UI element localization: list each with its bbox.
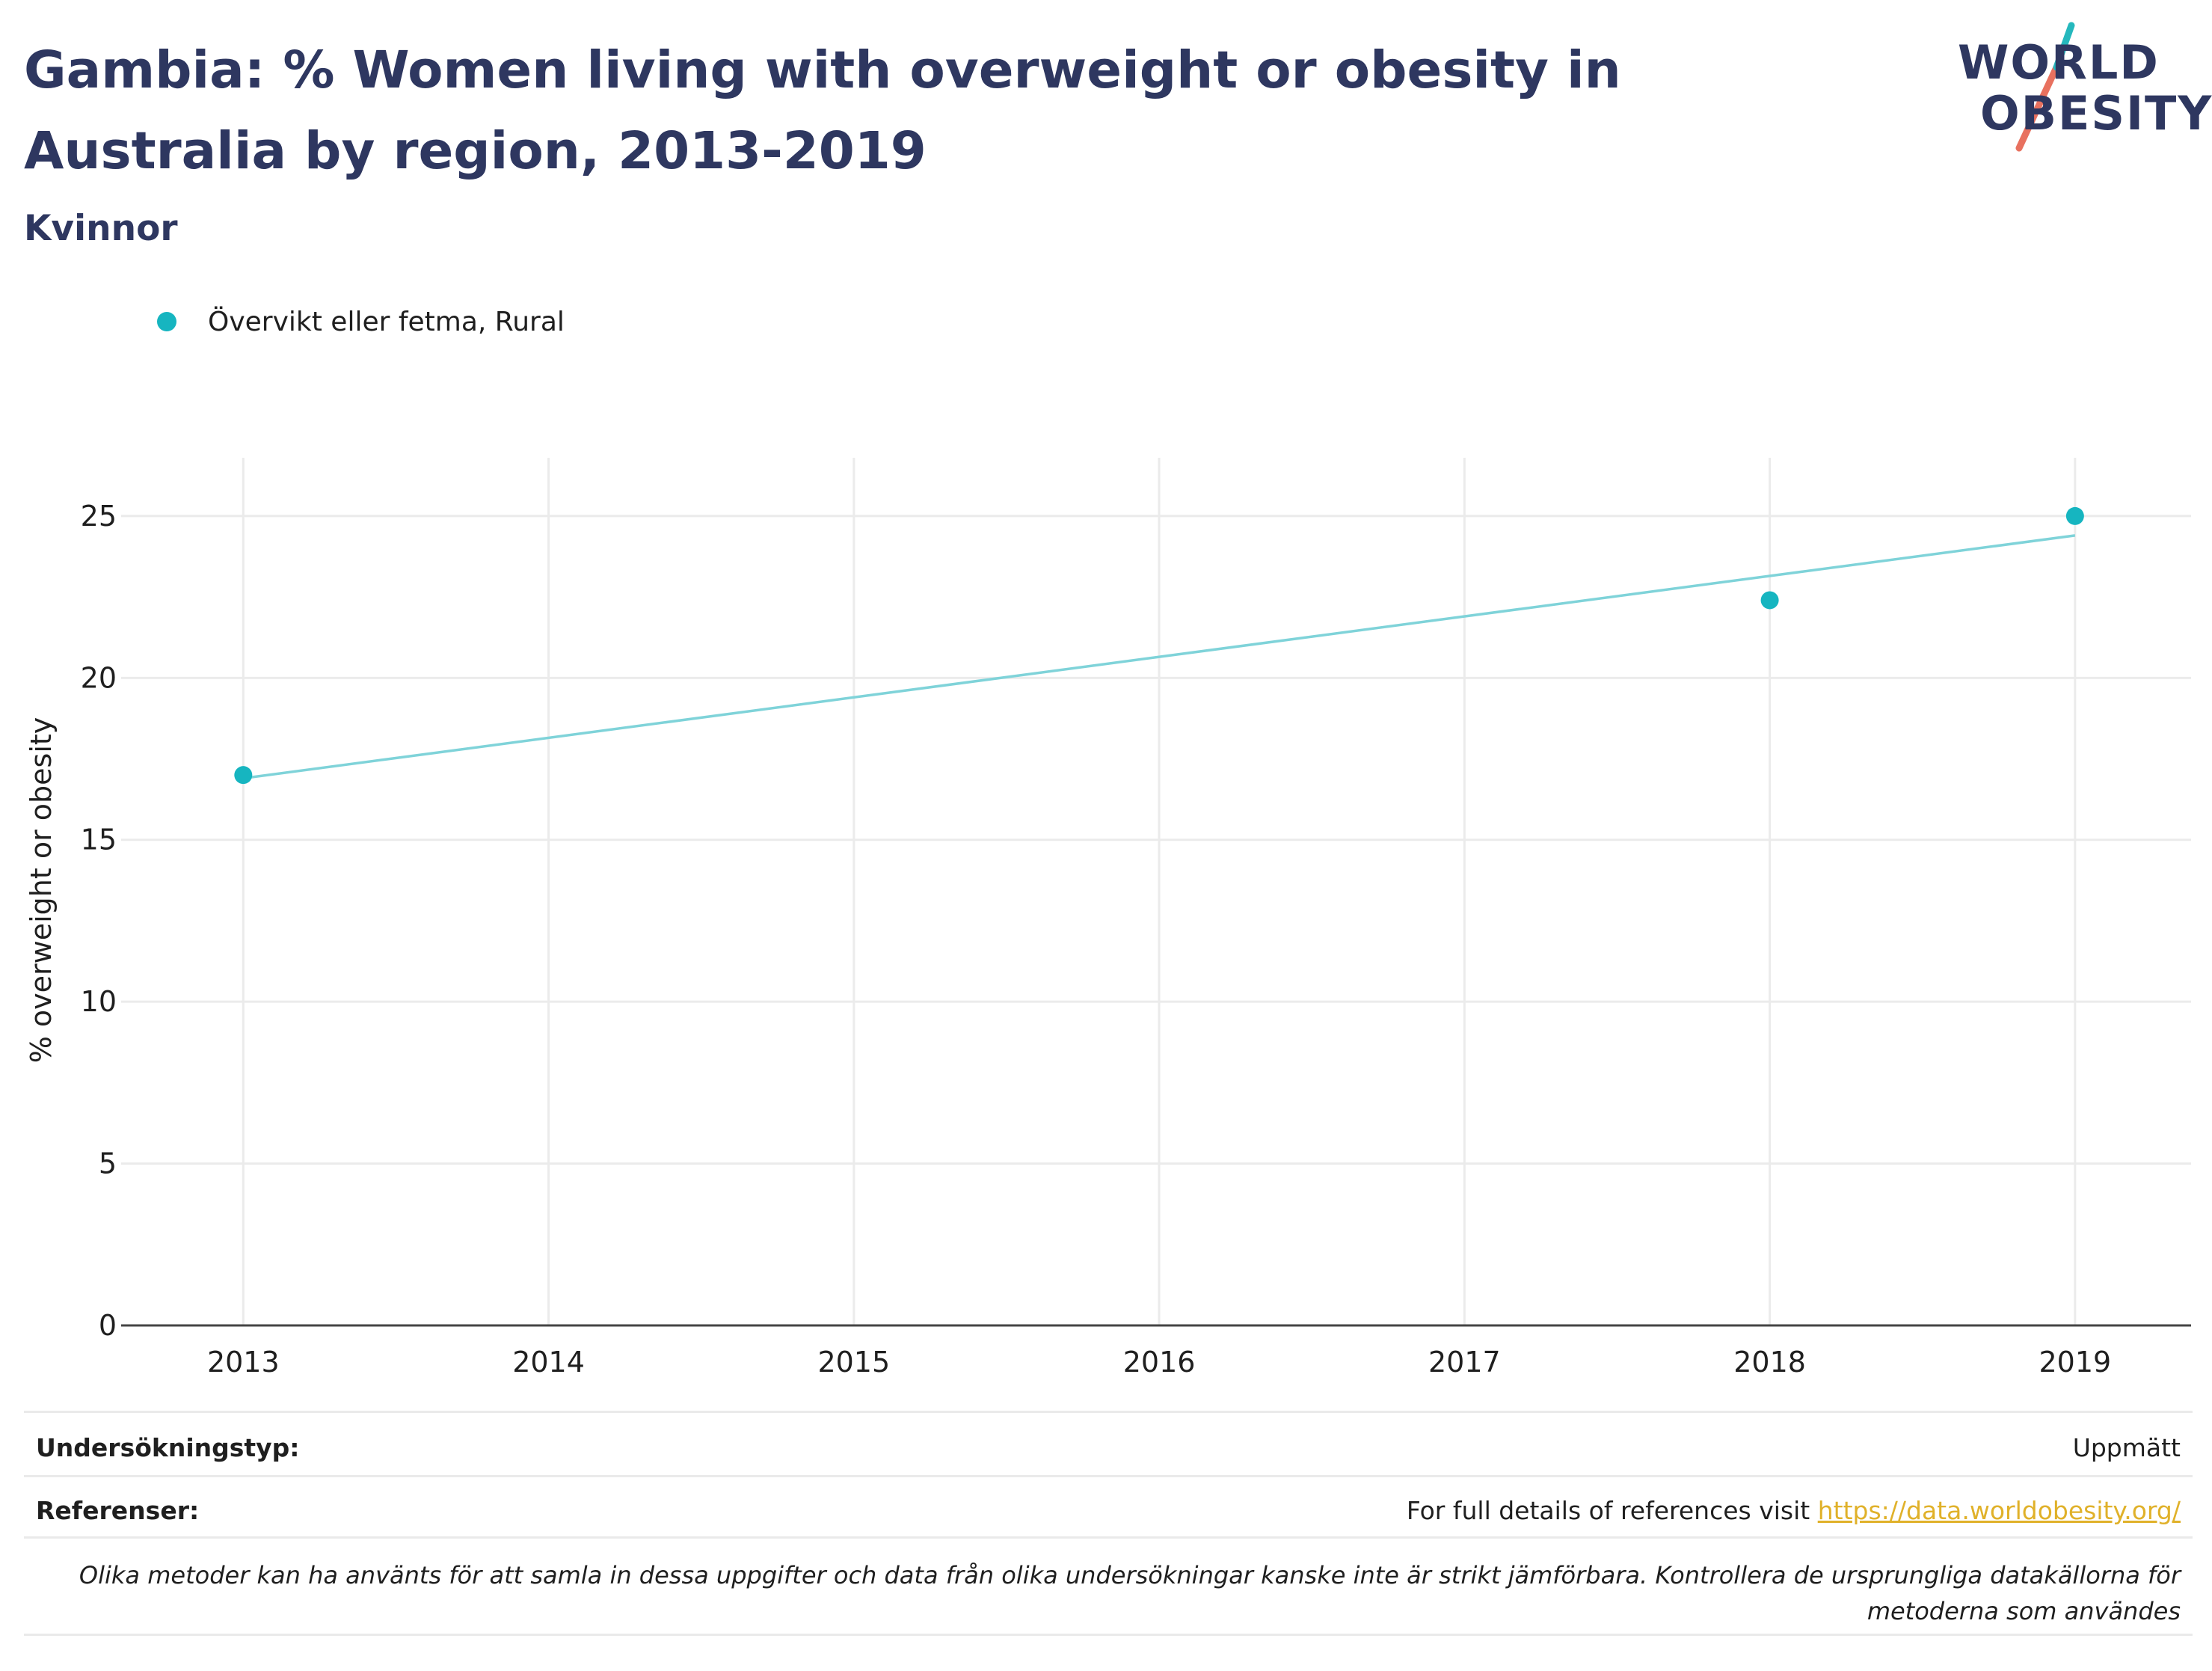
references-value: For full details of references visit htt…	[1407, 1496, 2181, 1525]
y-tick-label: 20	[81, 661, 117, 694]
y-tick-label: 15	[81, 824, 117, 856]
y-tick-label: 5	[99, 1147, 117, 1180]
logo-word-obesity: OBESITY	[1980, 86, 2212, 141]
data-point	[2065, 506, 2084, 525]
references-link[interactable]: https://data.worldobesity.org/	[1817, 1496, 2181, 1525]
y-tick-label: 0	[99, 1309, 117, 1342]
x-tick-label: 2015	[817, 1346, 890, 1379]
x-tick-label: 2013	[207, 1346, 280, 1379]
survey-type-value: Uppmätt	[2072, 1433, 2181, 1462]
chart-subtitle: Kvinnor	[24, 208, 178, 249]
trend-layer	[243, 534, 2076, 780]
legend-marker	[157, 312, 176, 331]
data-point	[234, 766, 253, 785]
chart-title: Gambia: % Women living with overweight o…	[24, 40, 1621, 181]
y-axis-title: % overweight or obesity	[25, 717, 58, 1064]
y-tick-label: 10	[81, 985, 117, 1018]
chart-plot-area: 2013 2014 2015 2016 2017 2018 2019 0 5 10 15 20 25 %…	[25, 458, 2191, 1379]
methodology-note: Olika metoder kan ha använts för att sam…	[79, 1561, 2181, 1625]
axis-layer: 2013 2014 2015 2016 2017 2018 2019 0 5 10 15 20 25	[81, 500, 2191, 1379]
footer-divider	[24, 1475, 2193, 1477]
survey-type-label: Undersökningstyp:	[36, 1433, 300, 1462]
references-label: Referenser:	[36, 1496, 200, 1525]
footer-divider	[24, 1536, 2193, 1539]
y-tick-label: 25	[81, 500, 117, 533]
point-layer	[234, 506, 2084, 785]
footer-divider	[24, 1411, 2193, 1413]
logo-slash-icon	[2015, 22, 2075, 152]
grid-layer	[121, 458, 2191, 1325]
world-obesity-logo: WORLD OBESITY	[1944, 21, 2211, 163]
x-tick-label: 2017	[1428, 1346, 1501, 1379]
data-point	[1760, 591, 1779, 610]
x-tick-label: 2018	[1733, 1346, 1806, 1379]
chart-legend: Övervikt eller fetma, Rural	[157, 299, 565, 344]
legend-label: Övervikt eller fetma, Rural	[208, 306, 565, 337]
logo-word-world: WORLD	[1958, 35, 2160, 90]
x-tick-label: 2016	[1123, 1346, 1196, 1379]
trend-line	[243, 534, 2076, 780]
survey-type-row: Undersökningstyp: Uppmätt	[24, 1433, 2193, 1462]
references-text: For full details of references visit	[1406, 1496, 1810, 1525]
footer-divider	[24, 1634, 2193, 1636]
x-tick-label: 2019	[2039, 1346, 2112, 1379]
references-row: Referenser: For full details of referenc…	[24, 1496, 2193, 1525]
x-tick-label: 2014	[512, 1346, 585, 1379]
